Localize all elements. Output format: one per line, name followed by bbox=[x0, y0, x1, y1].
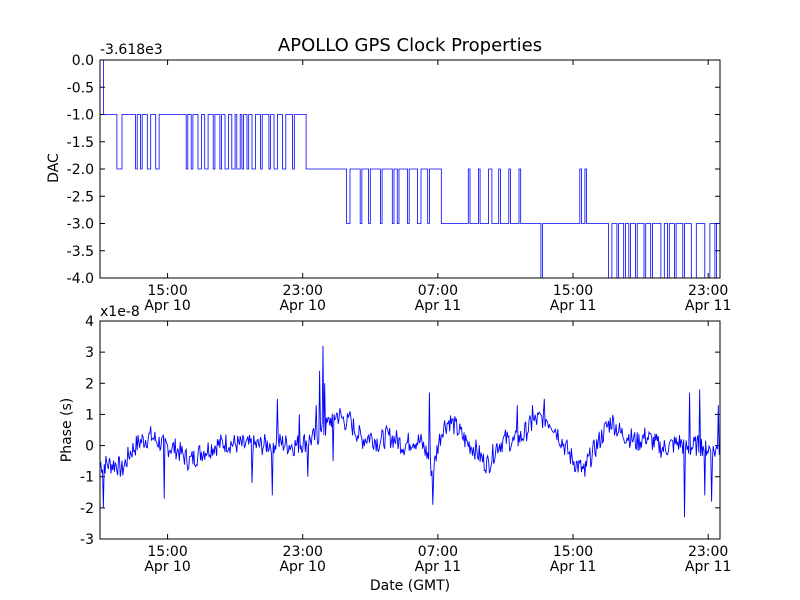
phase-y-tick-label: 4 bbox=[85, 314, 94, 330]
phase-x-tick-time: 07:00 bbox=[418, 544, 458, 560]
phase-x-tick-time: 15:00 bbox=[147, 544, 187, 560]
dac-x-tick-date: Apr 11 bbox=[550, 298, 596, 314]
dac-y-tick-label: -3.0 bbox=[67, 217, 94, 233]
phase-y-tick-label: 0 bbox=[85, 439, 94, 455]
dac-y-tick-label: 0.0 bbox=[72, 53, 94, 69]
dac-x-tick-date: Apr 10 bbox=[144, 298, 190, 314]
dac-offset-text: -3.618e3 bbox=[100, 42, 163, 58]
phase-y-tick-label: -3 bbox=[80, 532, 94, 548]
phase-y-ticks: 4 3 2 1 0 -1 -2 -3 bbox=[80, 314, 720, 548]
dac-y-ticks: 0.0 -0.5 -1.0 -1.5 -2.0 -2.5 -3.0 -3.5 -4.0 bbox=[67, 53, 720, 287]
phase-x-tick-date: Apr 11 bbox=[685, 559, 731, 575]
phase-x-tick-date: Apr 11 bbox=[415, 559, 461, 575]
phase-plot-frame bbox=[99, 320, 721, 540]
dac-axis-label: DAC bbox=[46, 153, 62, 183]
dac-y-tick-label: -1.5 bbox=[67, 135, 94, 151]
dac-x-tick-date: Apr 11 bbox=[415, 298, 461, 314]
dac-y-tick-label: -3.5 bbox=[67, 244, 94, 260]
phase-series-line bbox=[99, 345, 721, 518]
dac-x-tick-time: 15:00 bbox=[553, 283, 593, 299]
phase-y-tick-label: 1 bbox=[85, 407, 94, 423]
phase-y-tick-label: -2 bbox=[80, 501, 94, 517]
phase-offset-text: x1e-8 bbox=[100, 304, 140, 320]
phase-x-tick-time: 23:00 bbox=[688, 544, 728, 560]
date-axis-label: Date (GMT) bbox=[370, 578, 450, 594]
dac-y-tick-label: -2.5 bbox=[67, 189, 94, 205]
dac-y-tick-label: -2.0 bbox=[67, 162, 94, 178]
phase-x-tick-date: Apr 10 bbox=[279, 559, 325, 575]
dac-panel: -3.618e3 DAC 0.0 -0.5 -1.0 -1.5 -2.0 -2.5 -3.0… bbox=[46, 42, 731, 314]
phase-x-tick-time: 23:00 bbox=[283, 544, 323, 560]
dac-x-tick-time: 15:00 bbox=[147, 283, 187, 299]
dac-plot-frame bbox=[99, 59, 721, 279]
chart-title: APOLLO GPS Clock Properties bbox=[278, 35, 542, 56]
dac-y-tick-label: -4.0 bbox=[67, 271, 94, 287]
phase-y-tick-label: 3 bbox=[85, 345, 94, 361]
phase-axis-label: Phase (s) bbox=[59, 398, 75, 462]
phase-y-tick-label: 2 bbox=[85, 376, 94, 392]
dac-y-tick-label: -1.0 bbox=[67, 108, 94, 124]
phase-panel: x1e-8 Phase (s) Date (GMT) 4 3 2 1 0 -1 -2 -3 1… bbox=[59, 304, 731, 594]
dac-y-tick-label: -0.5 bbox=[67, 80, 94, 96]
dac-x-tick-time: 23:00 bbox=[283, 283, 323, 299]
dac-x-tick-date: Apr 11 bbox=[685, 298, 731, 314]
dac-series-line bbox=[100, 59, 721, 279]
phase-x-tick-date: Apr 11 bbox=[550, 559, 596, 575]
phase-x-tick-time: 15:00 bbox=[553, 544, 593, 560]
dac-x-tick-time: 07:00 bbox=[418, 283, 458, 299]
dac-x-tick-date: Apr 10 bbox=[279, 298, 325, 314]
dac-x-tick-time: 23:00 bbox=[688, 283, 728, 299]
phase-y-tick-label: -1 bbox=[80, 470, 94, 486]
phase-x-tick-date: Apr 10 bbox=[144, 559, 190, 575]
